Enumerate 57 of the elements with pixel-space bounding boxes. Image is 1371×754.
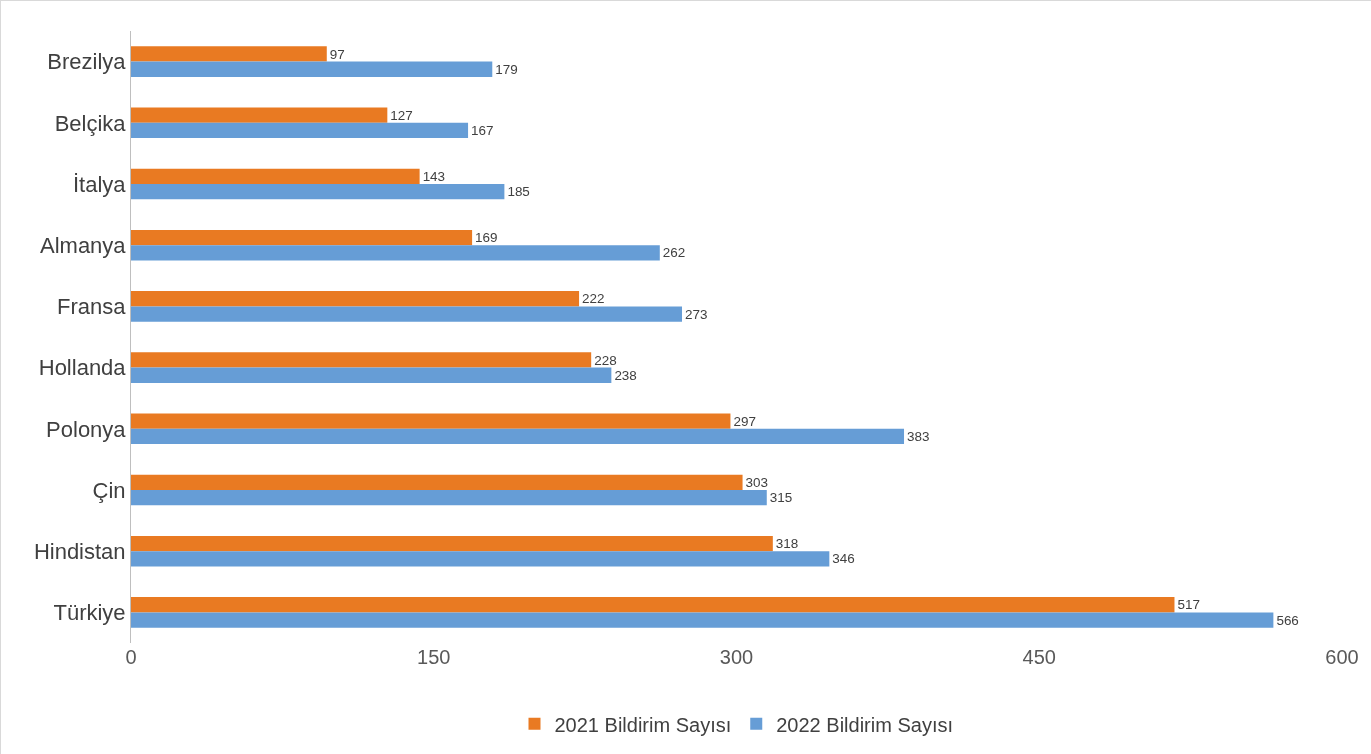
x-tick-label: 300 [719, 646, 754, 668]
bar [131, 490, 767, 506]
data-label: 238 [614, 367, 637, 383]
y-tick-label: Almanya [40, 232, 127, 258]
y-tick-label: Belçika [54, 110, 127, 136]
data-label: 297 [733, 413, 756, 429]
data-label: 303 [745, 474, 769, 490]
bar [131, 428, 905, 445]
x-tick-label: 0 [125, 646, 137, 668]
data-label: 169 [475, 230, 498, 246]
y-tick-label: Hollanda [38, 355, 127, 381]
y-tick-label: İtalya [73, 171, 127, 197]
data-label: 315 [769, 490, 793, 506]
y-tick-label: Fransa [57, 294, 127, 320]
legend-label: 2022 Bildirim Sayısı [776, 713, 953, 736]
data-label: 318 [775, 536, 799, 552]
bar [131, 61, 493, 77]
bar [131, 551, 830, 567]
data-label: 566 [1276, 612, 1299, 628]
data-label: 127 [390, 107, 413, 123]
y-tick-label: Türkiye [53, 600, 126, 626]
bar [131, 535, 773, 552]
bar [131, 291, 580, 307]
data-label: 143 [422, 168, 446, 184]
bar [131, 474, 743, 490]
bar [131, 612, 1274, 628]
y-tick-label: Çin [92, 477, 126, 503]
data-label: 262 [662, 245, 686, 261]
bar [131, 245, 660, 261]
bar [131, 46, 327, 62]
data-label: 517 [1177, 597, 1200, 613]
bar [131, 168, 420, 184]
data-label: 167 [471, 123, 494, 139]
y-tick-label: Brezilya [47, 49, 127, 75]
x-tick-label: 150 [417, 646, 451, 668]
data-label: 383 [907, 429, 930, 445]
y-tick-label: Polonya [46, 416, 127, 442]
bar [131, 229, 473, 246]
bar [131, 367, 612, 383]
bar [131, 107, 388, 123]
data-label: 273 [685, 306, 708, 322]
data-label: 228 [594, 352, 617, 368]
y-tick-label: Hindistan [33, 538, 126, 564]
data-label: 222 [582, 291, 605, 307]
x-tick-label: 600 [1325, 646, 1359, 668]
data-label: 346 [832, 551, 855, 567]
bar [131, 352, 592, 368]
legend-label: 2021 Bildirim Sayısı [554, 713, 732, 736]
data-label: 97 [329, 46, 345, 62]
bar [131, 306, 683, 322]
data-label: 185 [507, 184, 530, 200]
bar [131, 413, 731, 429]
bar [131, 597, 1175, 613]
bar [131, 184, 505, 200]
bar [131, 122, 469, 139]
x-tick-label: 450 [1022, 646, 1056, 668]
data-label: 179 [495, 61, 518, 77]
